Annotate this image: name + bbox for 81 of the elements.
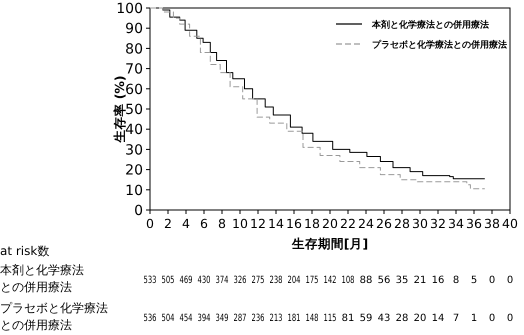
text: 1 xyxy=(470,313,478,324)
text: 148 xyxy=(306,313,325,324)
text: 326 xyxy=(234,275,253,286)
x-tick-label: 30 xyxy=(412,216,428,231)
text: 56 xyxy=(378,275,390,286)
x-tick-label: 26 xyxy=(376,216,392,231)
text: 108 xyxy=(342,275,361,286)
x-tick-label: 24 xyxy=(358,216,374,231)
text: 504 xyxy=(162,313,181,324)
x-tick-label: 18 xyxy=(304,216,320,231)
x-tick-label: 2 xyxy=(164,216,172,231)
text: at risk数 xyxy=(0,243,50,260)
x-tick-label: 20 xyxy=(322,216,338,231)
text: 0 xyxy=(506,313,514,324)
text: 35 xyxy=(396,275,408,286)
text: 175 xyxy=(306,275,325,286)
y-axis-title: 生存率 (%) xyxy=(112,75,127,144)
text: 469 xyxy=(180,275,199,286)
text: 181 xyxy=(288,313,307,324)
y-tick-label: 40 xyxy=(125,122,143,138)
x-tick-label: 10 xyxy=(232,216,248,231)
text: 43 xyxy=(378,313,390,324)
text: プラセボと化学療法との併用療法 xyxy=(0,300,109,334)
x-tick-label: 0 xyxy=(146,216,154,231)
text: 20 xyxy=(414,313,426,324)
y-tick-label: 30 xyxy=(125,142,143,158)
y-tick-label: 100 xyxy=(116,1,143,17)
text: 0 xyxy=(488,275,496,286)
text: 454 xyxy=(180,313,199,324)
text: 59 xyxy=(360,313,372,324)
text: 0 xyxy=(506,275,514,286)
x-tick-label: 8 xyxy=(218,216,226,231)
text: 204 xyxy=(288,275,307,286)
text: 213 xyxy=(270,313,289,324)
legend-label: 本剤と化学療法との併用療法 xyxy=(371,20,489,30)
text: 374 xyxy=(216,275,235,286)
text: 81 xyxy=(342,313,354,324)
y-tick-label: 70 xyxy=(125,62,143,78)
text: 14 xyxy=(432,313,444,324)
text: 21 xyxy=(414,275,426,286)
x-tick-label: 4 xyxy=(182,216,190,231)
x-tick-label: 32 xyxy=(430,216,446,231)
y-tick-label: 60 xyxy=(125,82,143,98)
text: 536 xyxy=(144,313,163,324)
text: 238 xyxy=(270,275,289,286)
text: 430 xyxy=(198,275,217,286)
text: 5 xyxy=(470,275,478,286)
text: 28 xyxy=(396,313,408,324)
text: 142 xyxy=(324,275,343,286)
x-tick-label: 22 xyxy=(340,216,356,231)
y-tick-label: 50 xyxy=(125,102,143,118)
text: 533 xyxy=(144,275,163,286)
legend-label: プラセボと化学療法との併用療法 xyxy=(372,40,507,50)
text: 394 xyxy=(198,313,217,324)
text: 275 xyxy=(252,275,271,286)
x-tick-label: 28 xyxy=(394,216,410,231)
text: 349 xyxy=(216,313,235,324)
text: 16 xyxy=(432,275,444,286)
text: 7 xyxy=(452,313,460,324)
text: 115 xyxy=(324,313,343,324)
x-axis-title: 生存期間[月] xyxy=(290,236,368,251)
x-tick-label: 34 xyxy=(448,216,464,231)
text: 505 xyxy=(162,275,181,286)
x-tick-label: 38 xyxy=(484,216,500,231)
text: 本剤と化学療法との併用療法 xyxy=(0,262,85,296)
x-tick-label: 14 xyxy=(268,216,284,231)
x-tick-label: 16 xyxy=(286,216,302,231)
y-tick-label: 0 xyxy=(134,203,143,219)
x-tick-label: 12 xyxy=(250,216,266,231)
x-tick-label: 6 xyxy=(200,216,208,231)
y-tick-label: 80 xyxy=(125,41,143,58)
y-tick-label: 90 xyxy=(125,21,143,38)
x-tick-label: 40 xyxy=(502,216,518,231)
x-tick-label: 36 xyxy=(466,216,482,231)
y-tick-label: 10 xyxy=(125,182,143,199)
text: 236 xyxy=(252,313,271,324)
text: 88 xyxy=(360,275,372,286)
y-tick-label: 20 xyxy=(125,162,143,179)
text: 8 xyxy=(452,275,460,286)
text: 0 xyxy=(488,313,496,324)
text: 287 xyxy=(234,313,253,324)
